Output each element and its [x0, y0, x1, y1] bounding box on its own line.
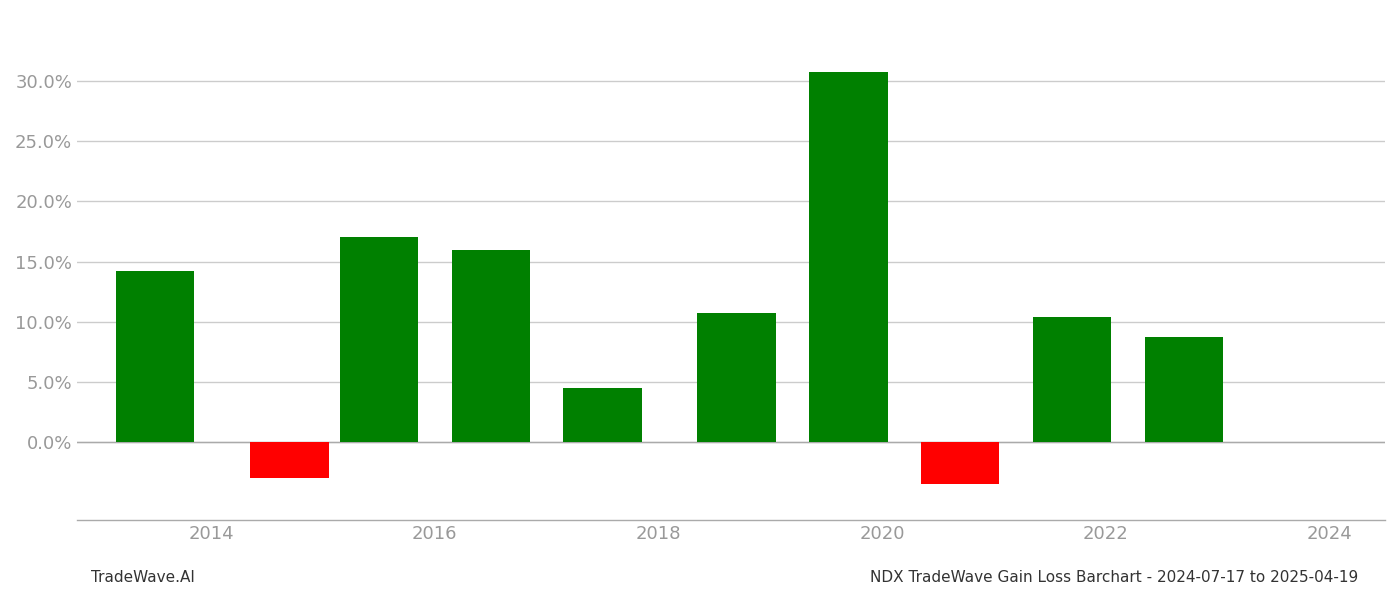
Text: TradeWave.AI: TradeWave.AI — [91, 570, 195, 585]
Bar — [452, 250, 529, 442]
Bar — [251, 442, 329, 478]
Bar — [697, 313, 776, 442]
Bar — [1033, 317, 1112, 442]
Bar — [563, 388, 641, 442]
Bar — [809, 71, 888, 442]
Bar — [1145, 337, 1222, 442]
Text: NDX TradeWave Gain Loss Barchart - 2024-07-17 to 2025-04-19: NDX TradeWave Gain Loss Barchart - 2024-… — [869, 570, 1358, 585]
Bar — [921, 442, 1000, 484]
Bar — [116, 271, 195, 442]
Bar — [340, 238, 419, 442]
